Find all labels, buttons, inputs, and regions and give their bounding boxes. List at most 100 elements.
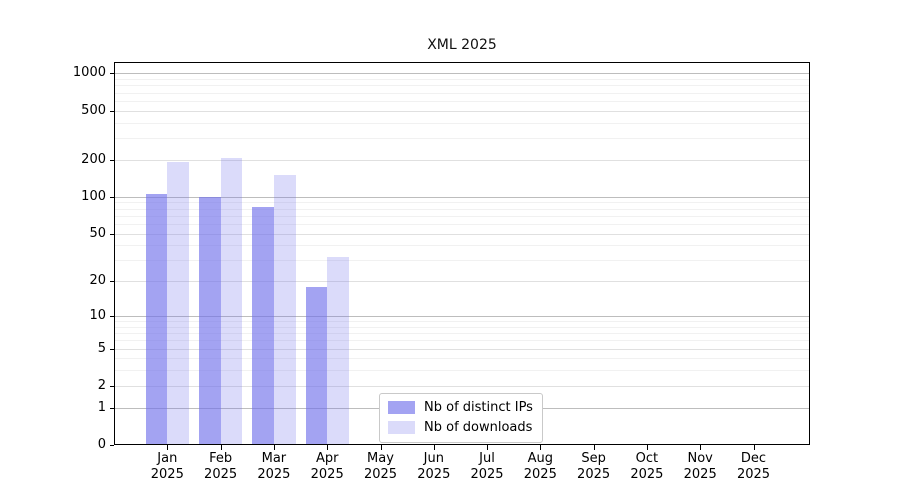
x-axis-tick-label: Apr 2025 — [292, 451, 362, 482]
y-axis-tick-label: 200 — [81, 151, 106, 167]
y-axis-tick — [110, 73, 114, 75]
minor-gridline — [114, 370, 810, 372]
major-gridline — [114, 73, 810, 75]
minor-gridline — [114, 122, 810, 124]
x-label-month: Sep — [581, 451, 606, 466]
major-gridline — [114, 385, 810, 387]
y-axis-tick-label: 50 — [89, 225, 106, 241]
minor-gridline — [114, 326, 810, 328]
bar-downloads-mar — [273, 175, 296, 444]
legend: Nb of distinct IPs Nb of downloads — [379, 393, 543, 443]
bar-downloads-feb — [220, 158, 243, 444]
major-gridline — [114, 196, 810, 198]
minor-gridline — [114, 100, 810, 102]
x-label-year: 2025 — [310, 466, 344, 482]
x-axis-tick — [487, 445, 488, 450]
minor-gridline — [114, 358, 810, 360]
x-axis-tick — [700, 445, 702, 450]
bar-distinct-ips-mar — [252, 207, 274, 444]
x-label-month: Jun — [423, 451, 444, 466]
legend-item-distinct-ips: Nb of distinct IPs — [388, 399, 533, 416]
x-label-month: Dec — [740, 451, 767, 466]
y-axis-tick-label: 10 — [89, 308, 106, 323]
y-axis-tick — [110, 159, 114, 161]
x-label-year: 2025 — [257, 466, 291, 482]
minor-gridline — [114, 79, 810, 80]
bar-distinct-ips-feb — [198, 196, 221, 444]
minor-gridline — [114, 202, 810, 204]
x-axis-tick — [273, 445, 275, 450]
minor-gridline — [114, 215, 810, 217]
y-axis-tick-label: 2 — [97, 377, 106, 393]
x-axis-tick-label: Mar 2025 — [239, 451, 309, 482]
major-gridline — [114, 159, 810, 161]
minor-gridline — [114, 92, 810, 94]
legend-swatch-downloads-icon — [388, 421, 415, 434]
minor-gridline — [114, 85, 810, 87]
y-axis-tick-label: 500 — [81, 102, 106, 118]
y-axis-tick-label: 1000 — [72, 65, 106, 81]
x-axis-tick-label: Jul 2025 — [452, 451, 522, 482]
x-label-month: Apr — [315, 451, 339, 466]
x-label-year: 2025 — [150, 466, 184, 482]
y-axis-tick-label: 5 — [97, 340, 106, 356]
chart-title: XML 2025 — [427, 37, 497, 53]
y-axis-tick — [110, 348, 114, 350]
y-axis-tick — [110, 316, 114, 317]
x-label-year: 2025 — [577, 466, 611, 482]
major-gridline — [114, 348, 810, 350]
x-label-year: 2025 — [683, 466, 717, 482]
x-axis-tick — [220, 445, 222, 450]
y-axis-tick — [110, 385, 114, 387]
x-label-month: Aug — [527, 451, 553, 466]
y-axis-tick — [110, 196, 114, 198]
y-axis-tick-label: 0 — [97, 437, 106, 452]
x-axis-tick — [433, 445, 435, 450]
x-label-year: 2025 — [363, 466, 398, 482]
x-label-year: 2025 — [470, 466, 504, 482]
x-axis-tick — [753, 445, 755, 450]
y-axis-tick-label: 1 — [97, 399, 106, 415]
legend-label-downloads: Nb of downloads — [424, 419, 533, 435]
x-axis-tick-label: Oct 2025 — [612, 451, 682, 482]
bar-distinct-ips-apr — [305, 286, 328, 444]
x-axis-tick — [593, 445, 595, 450]
minor-gridline — [114, 208, 810, 210]
x-axis-tick — [646, 445, 648, 450]
legend-item-downloads: Nb of downloads — [388, 419, 533, 436]
x-label-month: Nov — [687, 451, 713, 466]
x-label-year: 2025 — [204, 466, 238, 482]
x-axis-tick-label: Sep 2025 — [559, 451, 629, 482]
x-label-month: Jul — [479, 451, 495, 466]
y-axis-tick — [110, 445, 114, 446]
minor-gridline — [114, 223, 810, 225]
x-axis-tick — [540, 445, 542, 450]
bar-distinct-ips-jan — [145, 194, 168, 444]
major-gridline — [114, 316, 810, 317]
x-label-month: Oct — [635, 451, 659, 466]
x-label-year: 2025 — [736, 466, 771, 482]
y-axis-tick — [110, 110, 114, 112]
minor-gridline — [114, 340, 810, 342]
legend-swatch-distinct-ips-icon — [388, 401, 415, 414]
x-axis-tick-label: Feb 2025 — [186, 451, 256, 482]
x-axis-tick-label: Jun 2025 — [399, 451, 469, 482]
bar-downloads-apr — [327, 256, 349, 444]
x-axis-tick-label: May 2025 — [346, 451, 416, 482]
major-gridline — [114, 233, 810, 235]
y-axis-tick-label: 20 — [89, 273, 106, 289]
major-gridline — [114, 110, 810, 112]
bar-downloads-jan — [167, 161, 189, 444]
minor-gridline — [114, 245, 810, 247]
y-axis-tick — [110, 233, 114, 235]
x-axis-tick-label: Jan 2025 — [132, 451, 202, 482]
y-axis-tick-label: 100 — [81, 188, 106, 204]
x-axis-tick-label: Nov 2025 — [665, 451, 735, 482]
x-axis-tick — [327, 445, 329, 450]
x-label-year: 2025 — [630, 466, 664, 482]
major-gridline — [114, 281, 810, 283]
x-label-year: 2025 — [417, 466, 451, 482]
x-label-month: May — [367, 451, 394, 466]
x-label-year: 2025 — [523, 466, 557, 482]
minor-gridline — [114, 321, 810, 323]
